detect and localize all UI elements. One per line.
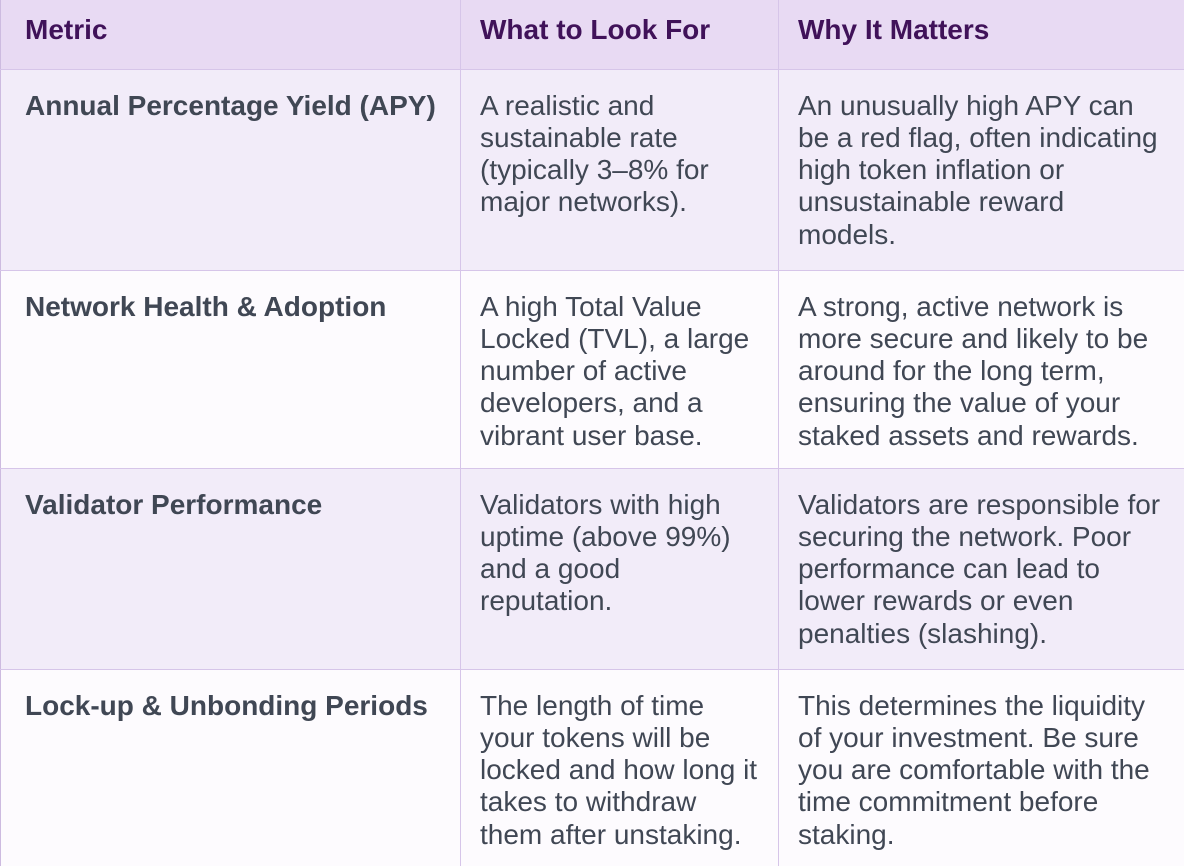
cell-why-it-matters: Validators are responsible for securing … [778,467,1184,669]
cell-why-it-matters: This determines the liquidity of your in… [778,668,1184,866]
column-header-metric: Metric [0,0,461,69]
table-row: Validator Performance Validators with hi… [0,467,1184,669]
cell-metric: Lock-up & Unbonding Periods [0,668,461,866]
cell-metric: Validator Performance [0,467,461,669]
cell-what-to-look-for: The length of time your tokens will be l… [460,668,779,866]
table-row: Annual Percentage Yield (APY) A realisti… [0,68,1184,270]
table-row: Lock-up & Unbonding Periods The length o… [0,668,1184,866]
table-row: Network Health & Adoption A high Total V… [0,269,1184,468]
table-header-row: Metric What to Look For Why It Matters [0,0,1184,69]
cell-metric: Network Health & Adoption [0,269,461,468]
cell-what-to-look-for: A high Total Value Locked (TVL), a large… [460,269,779,468]
cell-metric: Annual Percentage Yield (APY) [0,68,461,270]
cell-why-it-matters: An unusually high APY can be a red flag,… [778,68,1184,270]
cell-what-to-look-for: A realistic and sustainable rate (typica… [460,68,779,270]
cell-what-to-look-for: Validators with high uptime (above 99%) … [460,467,779,669]
cell-why-it-matters: A strong, active network is more secure … [778,269,1184,468]
column-header-what-to-look-for: What to Look For [460,0,779,69]
column-header-why-it-matters: Why It Matters [778,0,1184,69]
